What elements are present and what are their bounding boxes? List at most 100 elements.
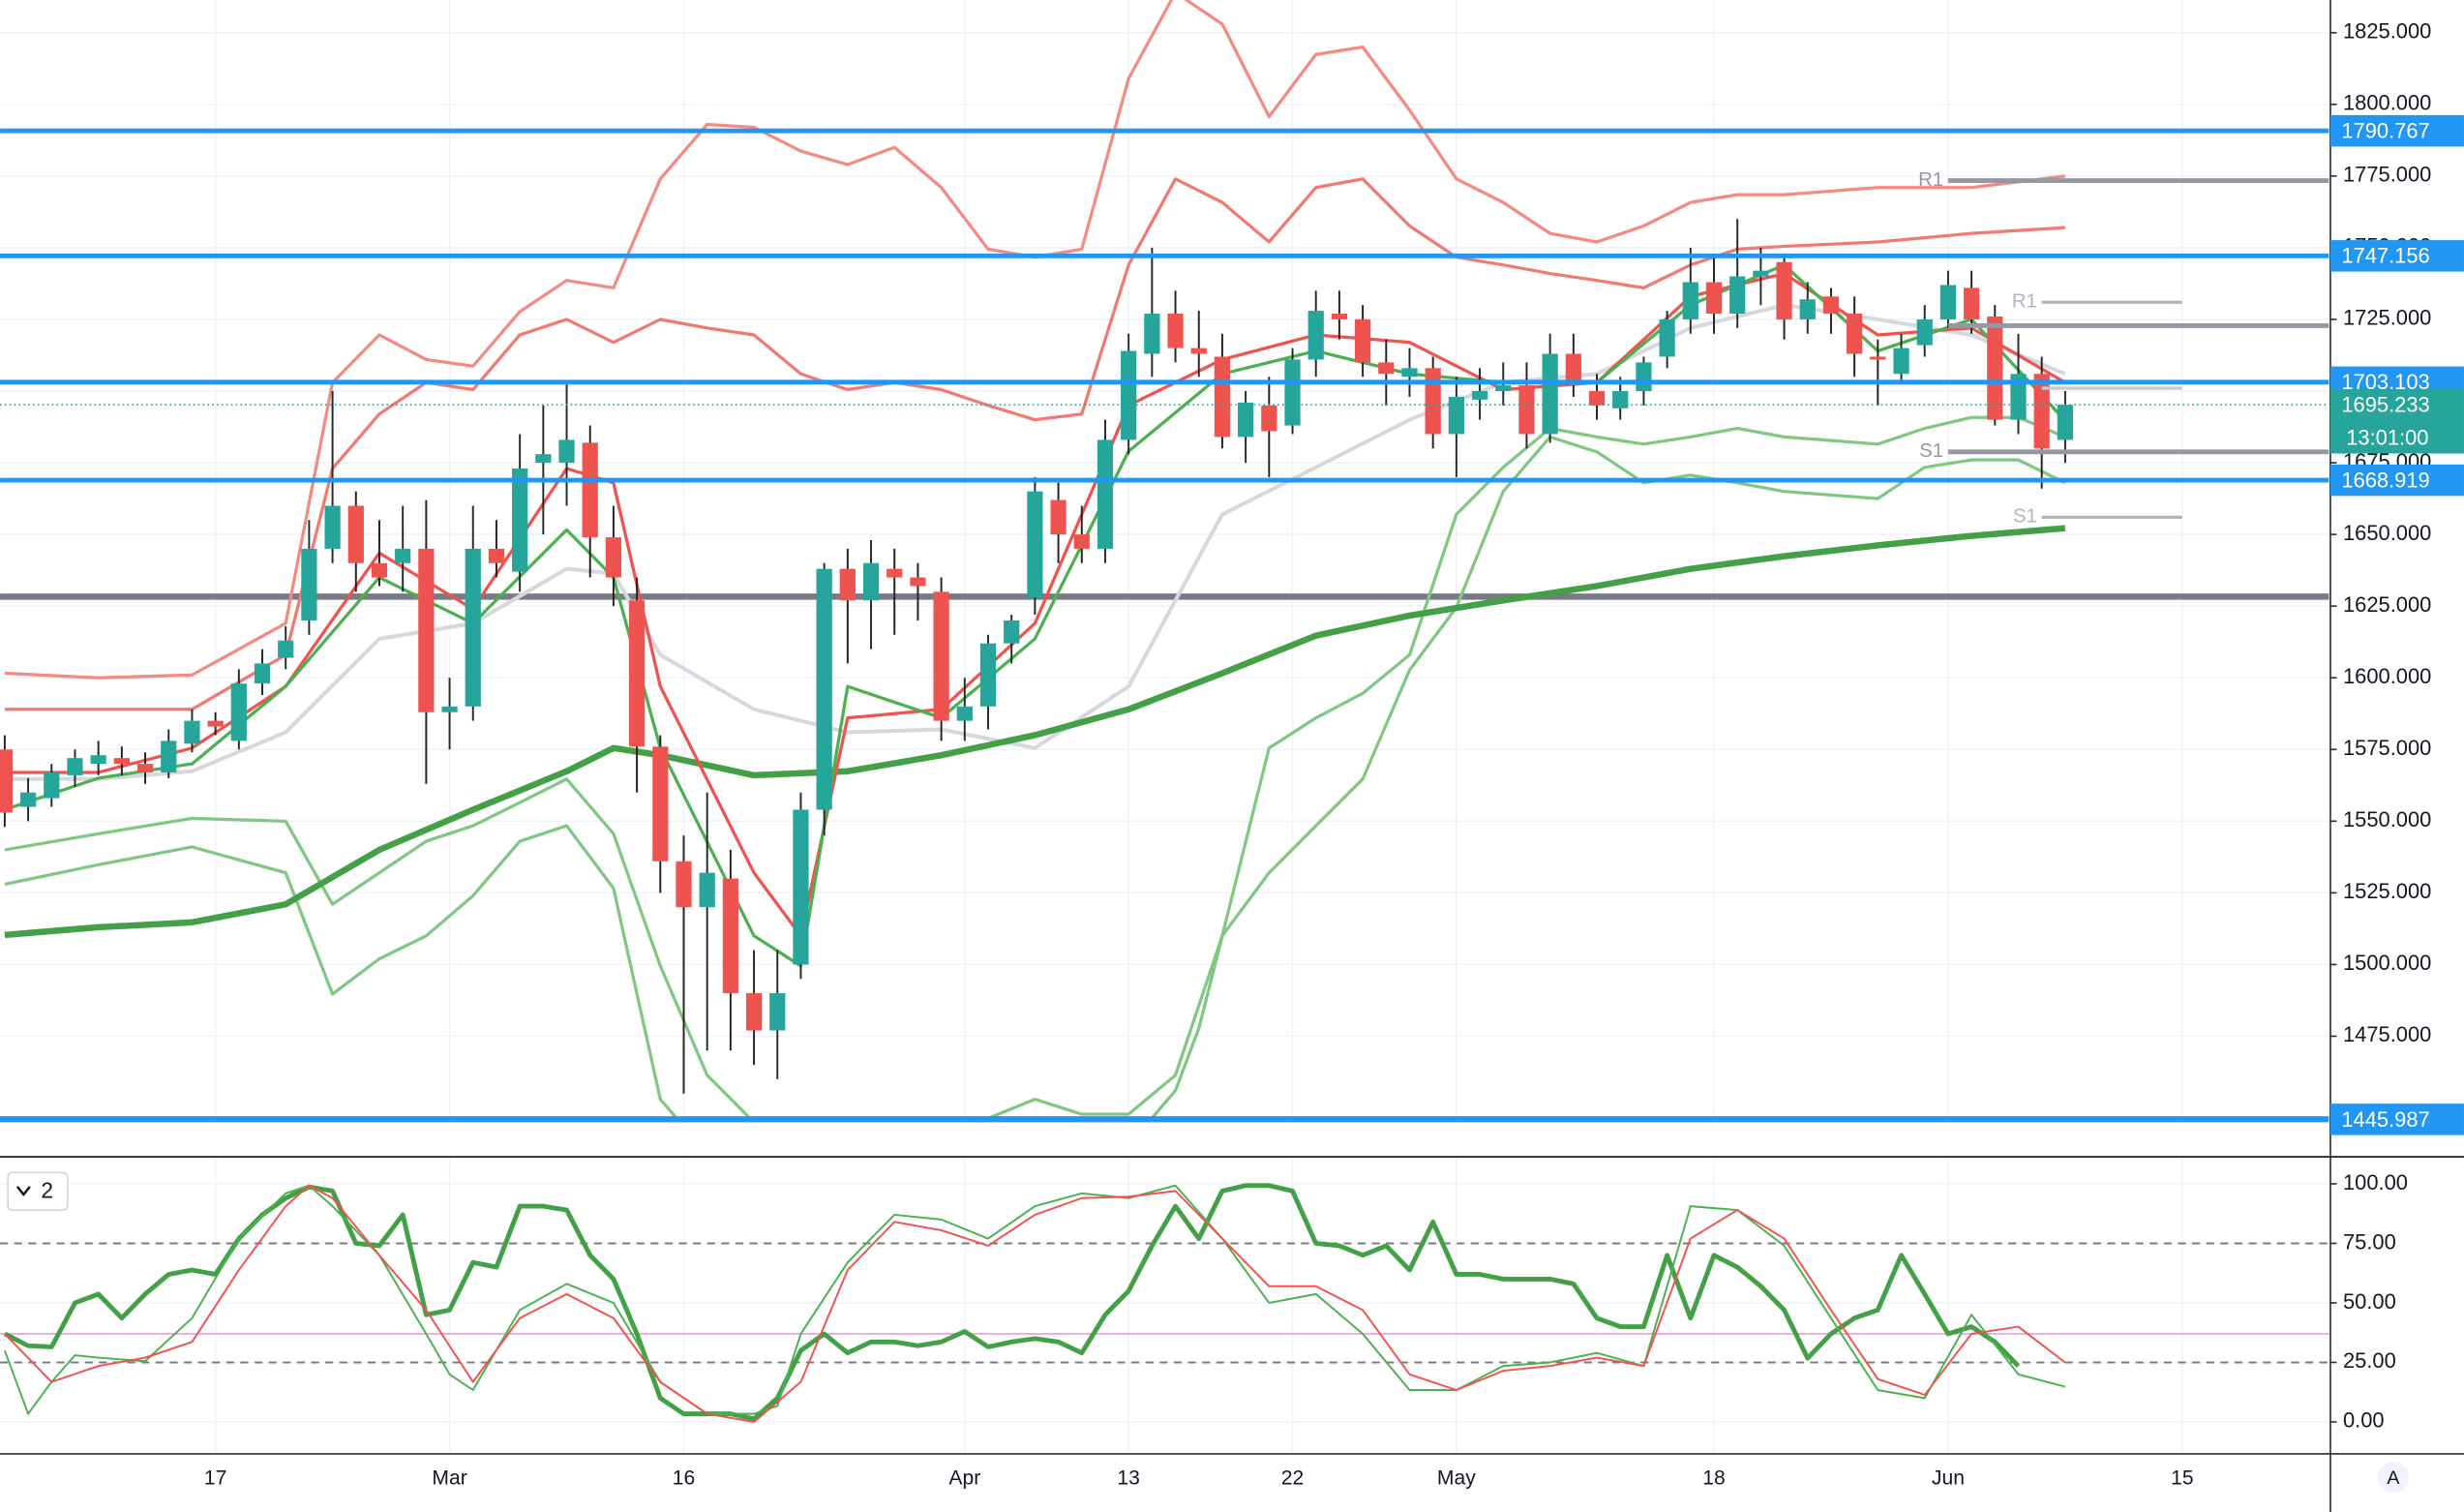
- y-tick-label: 1600.000: [2343, 664, 2431, 688]
- last-price-label: 1695.233: [2341, 393, 2429, 417]
- level-tag-label: 1668.919: [2341, 468, 2429, 492]
- candle-body: [535, 454, 552, 464]
- candle-body: [1261, 405, 1277, 432]
- x-tick-label: 15: [2171, 1467, 2193, 1489]
- candle-body: [67, 758, 83, 775]
- y-tick-label: 0.00: [2343, 1408, 2385, 1433]
- y-tick-label: 75.00: [2343, 1229, 2396, 1254]
- candle-body: [136, 764, 154, 772]
- candle-body: [395, 548, 411, 563]
- candle-body: [512, 468, 528, 572]
- pivot-label: S1: [2013, 506, 2037, 528]
- candle-body: [0, 749, 14, 813]
- x-tick-label: 22: [1281, 1467, 1304, 1489]
- price-pane: R1 S1 R1 S1: [0, 0, 2329, 1123]
- candle-body: [1144, 314, 1160, 354]
- level-tag-label: 1445.987: [2341, 1107, 2429, 1132]
- candle-body: [347, 505, 364, 563]
- candle-body: [184, 720, 200, 744]
- candle-body: [933, 591, 949, 721]
- candle-body: [722, 878, 738, 994]
- candle-body: [488, 548, 505, 563]
- candle-body: [1542, 353, 1558, 435]
- candle-body: [1682, 282, 1698, 319]
- candle-body: [699, 872, 715, 908]
- level-tag: [2329, 1104, 2464, 1135]
- y-tick-label: 1475.000: [2343, 1022, 2431, 1046]
- y-tick-label: 1650.000: [2343, 521, 2431, 545]
- x-tick-label: 16: [673, 1467, 695, 1489]
- candle-body: [1167, 314, 1184, 348]
- indicator-line: [4, 525, 2066, 939]
- candle-body: [1425, 368, 1441, 435]
- candle-body: [1776, 261, 1792, 319]
- candle-body: [1847, 314, 1863, 354]
- candle-body: [582, 442, 598, 538]
- indicator-line: [4, 303, 2066, 781]
- candle-body: [839, 568, 856, 601]
- candle-body: [558, 439, 575, 464]
- y-tick-label: 1550.000: [2343, 807, 2431, 832]
- pivot-label: R1: [2012, 291, 2037, 313]
- y-tick-label: 1725.000: [2343, 306, 2431, 330]
- candle-body: [301, 548, 317, 620]
- candle-body: [910, 577, 926, 587]
- y-tick-label: 1800.000: [2343, 91, 2431, 115]
- candle-body: [254, 663, 271, 684]
- candle-body: [979, 643, 997, 707]
- panel-toggle-label[interactable]: 2: [41, 1178, 53, 1203]
- candle-body: [1471, 391, 1488, 400]
- axes: 17 Mar 16 Apr 13 22 May 18 Jun 15 1475.000 1500.000…: [204, 19, 2464, 1489]
- candle-body: [1121, 350, 1137, 440]
- candle-body: [745, 993, 763, 1031]
- y-tick-label: 25.00: [2343, 1348, 2396, 1373]
- scale-mode-circle[interactable]: [2377, 1462, 2410, 1494]
- candle-body: [418, 548, 435, 712]
- candle-body: [1939, 285, 1957, 319]
- candle-body: [1963, 287, 1980, 319]
- scale-mode-label[interactable]: A: [2387, 1467, 2399, 1489]
- panel-toggle[interactable]: 2: [7, 1171, 69, 1212]
- y-tick-label: 100.00: [2343, 1170, 2408, 1194]
- countdown-label: 13:01:00: [2346, 426, 2428, 450]
- candle-body: [207, 720, 224, 727]
- candle-body: [1588, 391, 1606, 406]
- candle-body: [628, 600, 646, 747]
- x-tick-label: Mar: [432, 1467, 466, 1489]
- candle-body: [956, 706, 973, 721]
- candle-body: [1214, 356, 1231, 438]
- oscillator-line: [3, 1184, 2066, 1415]
- x-tick-label: Jun: [1932, 1467, 1965, 1489]
- candle-body: [465, 548, 481, 707]
- candle-body: [1238, 402, 1254, 438]
- candle-body: [1448, 396, 1464, 435]
- candle-body: [2033, 374, 2050, 449]
- level-tag-label: 1790.767: [2341, 119, 2429, 143]
- y-tick-label: 50.00: [2343, 1289, 2396, 1314]
- oscillator-line: [4, 1184, 2066, 1423]
- candle-body: [676, 861, 692, 908]
- candle-body: [44, 771, 60, 799]
- candle-body: [1705, 282, 1723, 315]
- y-tick-label: 1500.000: [2343, 951, 2431, 975]
- candle-body: [19, 792, 37, 807]
- candle-body: [1870, 356, 1886, 360]
- candle-body: [90, 755, 106, 765]
- panel-toggle-box[interactable]: [7, 1171, 69, 1212]
- candle-body: [1495, 385, 1512, 392]
- oscillator-pane: [0, 1183, 2329, 1423]
- candle-body: [1331, 314, 1348, 319]
- y-tick-label: 1775.000: [2343, 163, 2431, 187]
- x-tick-label: Apr: [948, 1467, 980, 1489]
- candle-body: [1518, 385, 1535, 435]
- level-tag: [2329, 240, 2464, 272]
- candle-body: [605, 537, 622, 578]
- candle-body: [1822, 296, 1840, 315]
- candle-body: [1190, 348, 1207, 354]
- candle-body: [441, 706, 458, 712]
- candle-body: [324, 505, 341, 549]
- candle-body: [1753, 270, 1769, 277]
- scale-mode-button[interactable]: A: [2377, 1462, 2410, 1494]
- candle-body: [1354, 318, 1371, 363]
